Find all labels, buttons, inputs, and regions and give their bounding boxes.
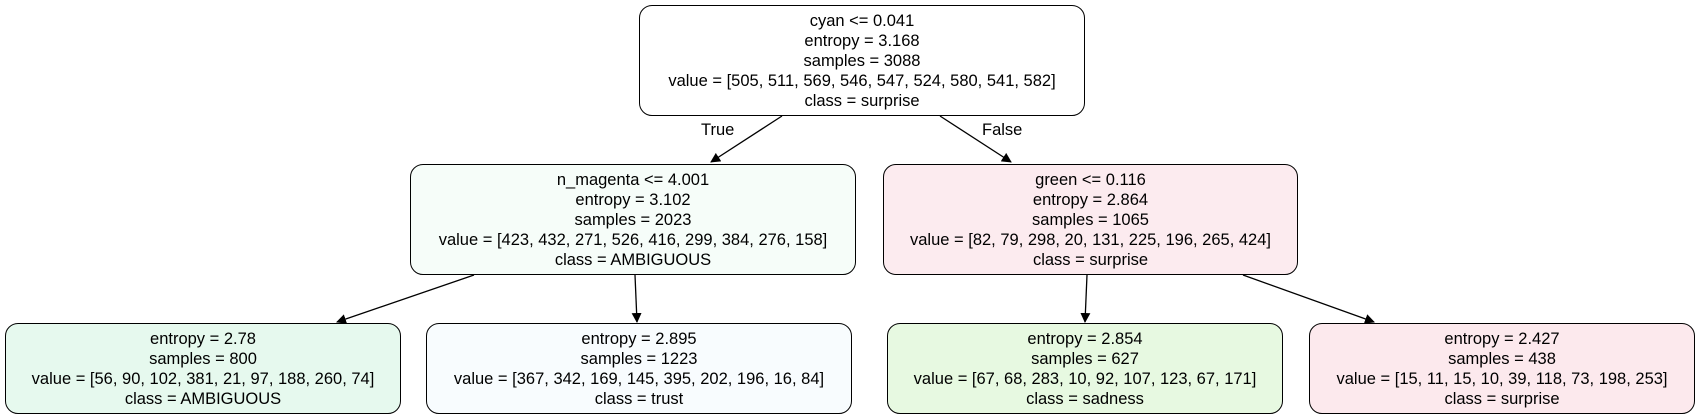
node-split-condition: green <= 0.116 (1035, 170, 1146, 189)
tree-leaf-4: entropy = 2.427 samples = 438 value = [1… (1309, 323, 1695, 414)
edge-label-false: False (982, 121, 1023, 139)
edge-root-to-left (710, 115, 783, 163)
edge-right-to-leaf-3 (1080, 274, 1091, 323)
node-value: value = [67, 68, 283, 10, 92, 107, 123, … (913, 369, 1257, 388)
tree-leaf-2: entropy = 2.895 samples = 1223 value = [… (426, 323, 852, 414)
node-entropy: entropy = 3.102 (575, 190, 691, 209)
node-entropy: entropy = 2.895 (581, 329, 697, 348)
tree-node-right: green <= 0.116 entropy = 2.864 samples =… (883, 164, 1298, 275)
node-split-condition: n_magenta <= 4.001 (556, 170, 710, 189)
tree-leaf-3: entropy = 2.854 samples = 627 value = [6… (887, 323, 1283, 414)
node-entropy: entropy = 2.78 (150, 329, 256, 348)
node-samples: samples = 1223 (580, 349, 698, 368)
node-value: value = [15, 11, 15, 10, 39, 118, 73, 19… (1336, 369, 1668, 388)
node-class: class = AMBIGUOUS (124, 389, 282, 408)
node-class: class = surprise (1444, 389, 1560, 408)
node-samples: samples = 800 (149, 349, 257, 368)
node-entropy: entropy = 2.864 (1032, 190, 1149, 209)
node-class: class = surprise (1032, 250, 1149, 269)
edge-right-to-leaf-4 (1242, 274, 1375, 324)
edge-label-true: True (701, 121, 735, 139)
node-split-condition: cyan <= 0.041 (809, 11, 915, 30)
node-samples: samples = 2023 (574, 210, 692, 229)
node-value: value = [423, 432, 271, 526, 416, 299, 3… (438, 230, 828, 249)
node-class: class = trust (594, 389, 684, 408)
node-value: value = [82, 79, 298, 20, 131, 225, 196,… (909, 230, 1271, 249)
node-samples: samples = 627 (1031, 349, 1139, 368)
node-value: value = [505, 511, 569, 546, 547, 524, 5… (668, 71, 1056, 90)
edge-root-to-right (939, 115, 1012, 163)
node-class: class = sadness (1026, 389, 1144, 408)
node-class: class = AMBIGUOUS (554, 250, 712, 269)
tree-node-root: cyan <= 0.041 entropy = 3.168 samples = … (639, 5, 1085, 116)
node-entropy: entropy = 2.427 (1444, 329, 1560, 348)
node-samples: samples = 438 (1448, 349, 1556, 368)
edge-left-to-leaf-2 (631, 274, 642, 323)
tree-node-left: n_magenta <= 4.001 entropy = 3.102 sampl… (410, 164, 856, 275)
node-samples: samples = 1065 (1032, 210, 1149, 229)
tree-leaf-1: entropy = 2.78 samples = 800 value = [56… (5, 323, 401, 414)
node-class: class = surprise (804, 91, 920, 110)
node-samples: samples = 3088 (803, 51, 921, 70)
node-entropy: entropy = 2.854 (1027, 329, 1143, 348)
node-value: value = [367, 342, 169, 145, 395, 202, 1… (453, 369, 825, 388)
edge-left-to-leaf-1 (336, 274, 475, 324)
node-value: value = [56, 90, 102, 381, 21, 97, 188, … (31, 369, 375, 388)
node-entropy: entropy = 3.168 (804, 31, 920, 50)
